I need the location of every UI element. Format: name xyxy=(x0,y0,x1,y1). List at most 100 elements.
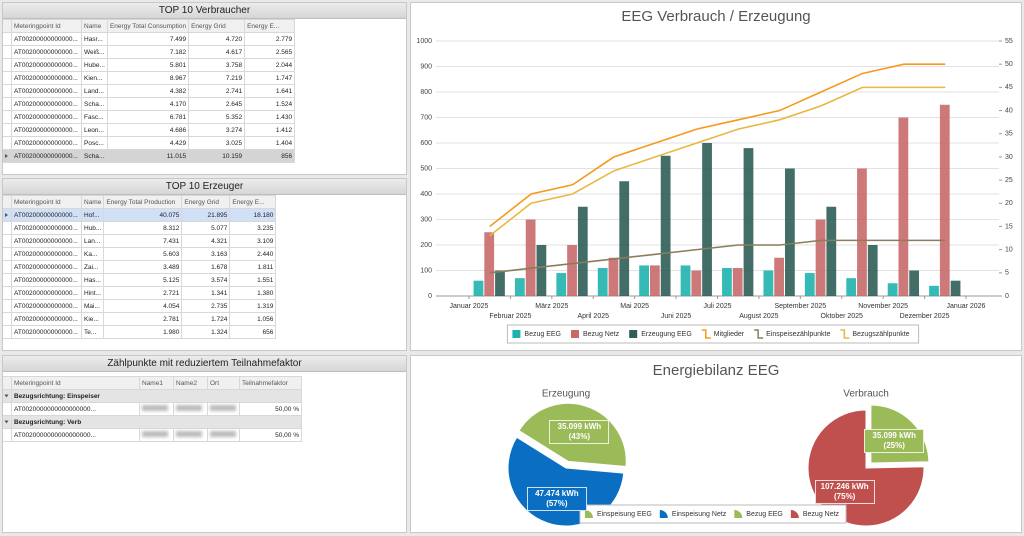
bar xyxy=(639,265,649,296)
column-header[interactable]: Meteringpoint Id xyxy=(11,376,140,390)
line-series xyxy=(489,63,946,228)
data-grid: Meteringpoint Id Name Energy Total Product… xyxy=(3,195,277,339)
column-header[interactable]: Name xyxy=(81,19,108,33)
x-tick-label: Januar 2026 xyxy=(947,303,986,310)
group-toggle xyxy=(3,389,12,403)
row[interactable]: AT0020000000000000000... 50,00 % xyxy=(3,428,302,442)
blurred-text xyxy=(176,405,202,411)
column-header[interactable]: Teilnahmefaktor xyxy=(239,376,302,390)
cell: AT00200000000000... xyxy=(11,123,82,137)
column-header[interactable]: Energy Grid xyxy=(181,195,231,209)
column-header[interactable]: Energy Total Production xyxy=(103,195,183,209)
column-header[interactable]: Energy E... xyxy=(244,19,296,33)
row-indicator xyxy=(3,286,12,300)
cell: AT00200000000000... xyxy=(11,273,82,287)
column-header[interactable]: Name xyxy=(80,195,105,209)
row[interactable]: AT00200000000000... Has... 5.125 3.574 1.551 xyxy=(3,273,277,287)
row[interactable]: AT00200000000000... Leon... 4.686 3.274 1.41… xyxy=(3,123,296,137)
cell: Posc... xyxy=(81,136,108,150)
column-header[interactable]: Meteringpoint Id xyxy=(11,195,82,209)
row[interactable]: AT00200000000000... Land... 4.382 2.741 1.64… xyxy=(3,84,296,98)
cell: 1.341 xyxy=(181,286,231,300)
y2-tick-label: 10 xyxy=(1005,246,1013,253)
row[interactable]: AT0020000000000000000... 50,00 % xyxy=(3,402,302,416)
cell: AT00200000000000... xyxy=(11,136,82,150)
legend-border xyxy=(579,504,847,524)
row[interactable]: AT00200000000000... Scha... 11.015 10.159 85… xyxy=(3,149,296,163)
column-header[interactable]: Name1 xyxy=(139,376,174,390)
group-row[interactable]: Bezugsrichtung: Einspeiser xyxy=(3,389,302,403)
column-header[interactable]: Energy Total Consumption xyxy=(106,19,190,33)
cell: 1.319 xyxy=(229,299,277,313)
legend-label: Einspeisung Netz xyxy=(672,511,727,518)
cell: AT00200000000000... xyxy=(11,260,82,274)
pie-title: Verbrauch xyxy=(843,389,889,400)
row[interactable]: AT00200000000000... Hof... 40.075 21.895 18.… xyxy=(3,208,277,222)
reduced-panel: Zählpunkte mit reduziertem Teilnahmefakt… xyxy=(2,355,407,533)
row-indicator xyxy=(3,208,12,222)
row[interactable]: AT00200000000000... Hasr... 7.499 4.720 2.77… xyxy=(3,32,296,46)
cell: 8.967 xyxy=(106,71,190,85)
data-label: 47.474 kWh (57%) xyxy=(526,487,587,512)
row-indicator xyxy=(3,312,12,326)
indicator-header xyxy=(3,19,12,33)
cell: Mai... xyxy=(80,299,105,313)
header-row: Meteringpoint Id Name1 Name2 Ort Teilnahmefa… xyxy=(3,376,302,390)
cell: 3.274 xyxy=(188,123,246,137)
cell: 4.054 xyxy=(103,299,183,313)
cell xyxy=(139,402,174,416)
cell: 4.720 xyxy=(188,32,246,46)
cell: 1.811 xyxy=(229,260,277,274)
cell xyxy=(173,402,208,416)
cell: 7.182 xyxy=(106,45,190,59)
row[interactable]: AT00200000000000... Zai... 3.489 1.678 1.811 xyxy=(3,260,277,274)
cell: AT00200000000000... xyxy=(11,58,82,72)
cell: Hasr... xyxy=(81,32,108,46)
row[interactable]: AT00200000000000... Hube... 5.801 3.758 2.04… xyxy=(3,58,296,72)
row[interactable]: AT00200000000000... Hub... 8.312 5.077 3.235 xyxy=(3,221,277,235)
row-indicator xyxy=(3,32,12,46)
y2-tick-label: 15 xyxy=(1005,223,1013,230)
row[interactable]: AT00200000000000... Weiß... 7.182 4.617 2.56… xyxy=(3,45,296,59)
row[interactable]: AT00200000000000... Ka... 5.603 3.163 2.440 xyxy=(3,247,277,261)
cell: Ka... xyxy=(80,247,105,261)
column-header[interactable]: Name2 xyxy=(173,376,208,390)
legend-label: Bezug Netz xyxy=(583,331,620,338)
cell: AT00200000000000... xyxy=(11,97,82,111)
row[interactable]: AT00200000000000... Mai... 4.054 2.735 1.319 xyxy=(3,299,277,313)
balance-panel: Energiebilanz EEG Erzeugung Verbrauch Eins… xyxy=(410,355,1022,533)
combo-panel: EEG Verbrauch / Erzeugung 0 100 200 300 400 50… xyxy=(410,2,1022,351)
combo-chart: EEG Verbrauch / Erzeugung010020030040050… xyxy=(416,8,1013,344)
column-header[interactable]: Energy Grid xyxy=(188,19,246,33)
cell: 7.499 xyxy=(106,32,190,46)
x-tick-label: Dezember 2025 xyxy=(900,313,950,320)
cell: Hof... xyxy=(80,208,105,222)
data-label: 35.099 kWh (43%) xyxy=(549,420,610,445)
bar xyxy=(597,267,608,296)
cell: 3.489 xyxy=(103,260,183,274)
row[interactable]: AT00200000000000... Hint... 2.721 1.341 1.38… xyxy=(3,286,277,300)
column-header[interactable]: Energy E... xyxy=(229,195,277,209)
cell: 4.382 xyxy=(106,84,190,98)
consumers-panel: TOP 10 Verbraucher Meteringpoint Id Name En… xyxy=(2,2,407,175)
x-tick-label: April 2025 xyxy=(577,313,609,320)
bar xyxy=(785,168,795,296)
row[interactable]: AT00200000000000... Te... 1.980 1.324 656 xyxy=(3,325,277,339)
row[interactable]: AT00200000000000... Scha... 4.170 2.645 1.52… xyxy=(3,97,296,111)
cell xyxy=(173,428,208,442)
row[interactable]: AT00200000000000... Kien... 8.967 7.219 1.74… xyxy=(3,71,296,85)
cell xyxy=(207,402,240,416)
bar xyxy=(815,219,826,296)
column-header[interactable]: Ort xyxy=(207,376,240,390)
row[interactable]: AT00200000000000... Kie... 2.781 1.724 1.056 xyxy=(3,312,277,326)
row[interactable]: AT00200000000000... Posc... 4.429 3.025 1.40… xyxy=(3,136,296,150)
column-header[interactable]: Meteringpoint Id xyxy=(11,19,82,33)
row[interactable]: AT00200000000000... Fasc... 6.781 5.352 1.43… xyxy=(3,110,296,124)
cell: 1.678 xyxy=(181,260,231,274)
cell: Leon... xyxy=(81,123,108,137)
cell: 2.565 xyxy=(244,45,296,59)
cell: AT00200000000000... xyxy=(11,208,82,222)
group-row[interactable]: Bezugsrichtung: Verb xyxy=(3,415,302,429)
row[interactable]: AT00200000000000... Lan... 7.431 4.321 3.109 xyxy=(3,234,277,248)
bar xyxy=(608,257,619,296)
